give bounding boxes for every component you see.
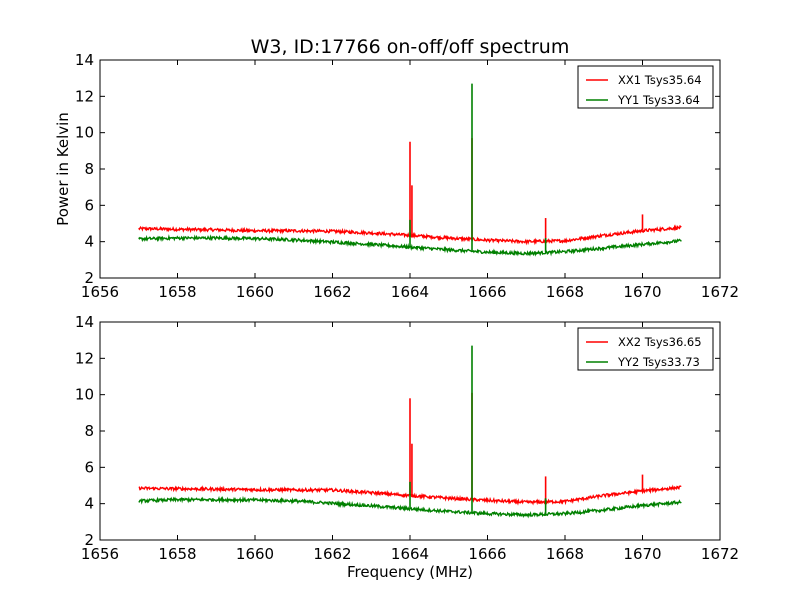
legend-box — [577, 65, 714, 109]
x-tick-label: 1668 — [546, 545, 584, 563]
y-tick-label: 8 — [84, 160, 94, 178]
y-tick-label: 2 — [84, 269, 94, 287]
x-tick-label: 1660 — [236, 283, 274, 301]
y-tick-label: 8 — [84, 422, 94, 440]
y-tick-label: 10 — [75, 386, 94, 404]
x-tick-label: 1656 — [81, 545, 119, 563]
x-tick-label: 1672 — [701, 283, 739, 301]
y-tick-label: 14 — [75, 313, 94, 331]
x-tick-label: 1660 — [236, 545, 274, 563]
y-tick-label: 12 — [75, 87, 94, 105]
y-axis-label: Power in Kelvin — [54, 112, 72, 226]
y-tick-label: 6 — [84, 458, 94, 476]
x-tick-label: 1658 — [158, 545, 196, 563]
y-tick-label: 4 — [84, 233, 94, 251]
y-tick-label: 4 — [84, 495, 94, 513]
legend-label: YY1 Tsys33.64 — [617, 93, 700, 107]
y-tick-label: 2 — [84, 531, 94, 549]
legend-label: YY2 Tsys33.73 — [617, 355, 700, 369]
y-tick-label: 10 — [75, 124, 94, 142]
x-tick-label: 1658 — [158, 283, 196, 301]
figure-title: W3, ID:17766 on-off/off spectrum — [251, 36, 570, 58]
x-tick-label: 1668 — [546, 283, 584, 301]
y-tick-label: 12 — [75, 349, 94, 367]
x-tick-label: 1666 — [468, 283, 506, 301]
x-tick-label: 1666 — [468, 545, 506, 563]
x-tick-label: 1664 — [391, 545, 429, 563]
bottom-panel: 1656 1658 1660 1662 1664 1666 1668 1670 1672 2 4 6 8… — [75, 313, 739, 581]
x-tick-label: 1662 — [313, 545, 351, 563]
legend-label: XX2 Tsys36.65 — [618, 335, 702, 349]
legend-label: XX1 Tsys35.64 — [618, 73, 702, 87]
x-tick-label: 1662 — [313, 283, 351, 301]
top-panel: 1656 1658 1660 1662 1664 1666 1668 1670 1672 2 4 6 8… — [54, 51, 739, 301]
y-tick-label: 14 — [75, 51, 94, 69]
x-tick-label: 1672 — [701, 545, 739, 563]
x-tick-label: 1670 — [623, 545, 661, 563]
x-axis-label: Frequency (MHz) — [347, 563, 473, 581]
x-tick-label: 1670 — [623, 283, 661, 301]
x-tick-label: 1656 — [81, 283, 119, 301]
y-tick-label: 6 — [84, 196, 94, 214]
x-tick-label: 1664 — [391, 283, 429, 301]
legend-box — [577, 327, 714, 371]
